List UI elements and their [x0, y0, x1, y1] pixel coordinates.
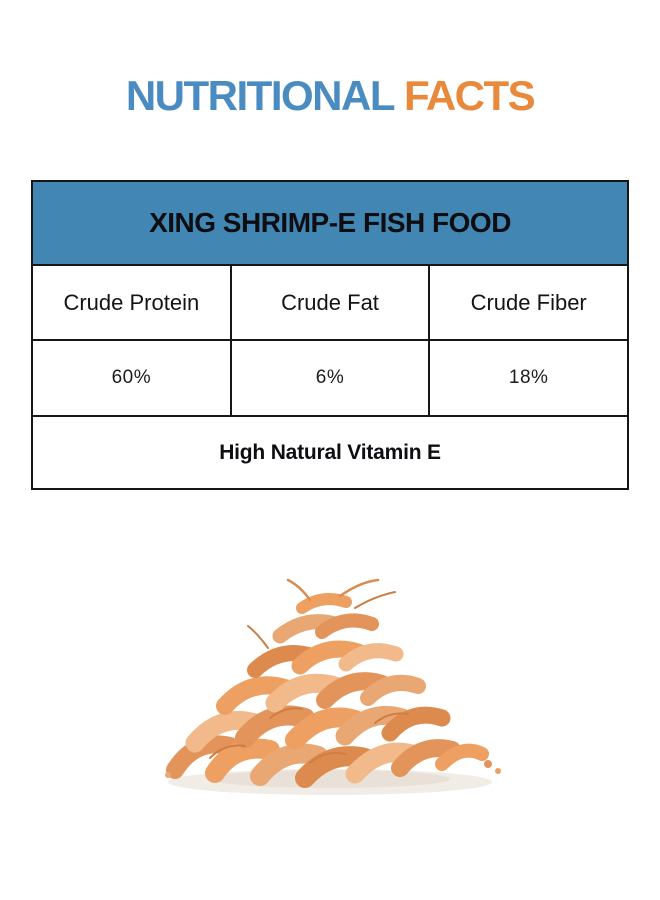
nutrient-label-cell: Crude Fat [232, 266, 431, 339]
nutrient-label-crude-fiber: Crude Fiber [470, 289, 587, 315]
page-title-word-facts: FACTS [403, 72, 536, 119]
nutrient-value-crude-fiber: 18% [508, 367, 549, 388]
nutrition-table-title-row: XING SHRIMP-E FISH FOOD [33, 182, 627, 266]
product-photo-dried-shrimp [165, 578, 501, 795]
vitamin-highlight-row: High Natural Vitamin E [33, 417, 627, 488]
nutrient-value-cell: 6% [232, 341, 431, 415]
nutrition-table: XING SHRIMP-E FISH FOOD Crude Protein Cr… [31, 180, 629, 490]
nutrient-value-cell: 18% [430, 341, 627, 415]
nutrient-label-row: Crude Protein Crude Fat Crude Fiber [33, 266, 627, 341]
nutrient-label-cell: Crude Fiber [430, 266, 627, 339]
nutrient-value-crude-protein: 60% [111, 367, 152, 388]
nutrient-label-cell: Crude Protein [33, 266, 232, 339]
nutrient-label-crude-protein: Crude Protein [63, 289, 200, 315]
vitamin-highlight-label: High Natural Vitamin E [219, 440, 441, 464]
nutrient-label-crude-fat: Crude Fat [281, 289, 379, 315]
product-name: XING SHRIMP-E FISH FOOD [149, 207, 511, 238]
page-title: NUTRITIONAL FACTS [0, 72, 660, 120]
nutrient-value-cell: 60% [33, 341, 232, 415]
nutrient-value-row: 60% 6% 18% [33, 341, 627, 417]
nutrient-value-crude-fat: 6% [315, 367, 345, 388]
page-title-word-nutritional: NUTRITIONAL [125, 72, 396, 119]
